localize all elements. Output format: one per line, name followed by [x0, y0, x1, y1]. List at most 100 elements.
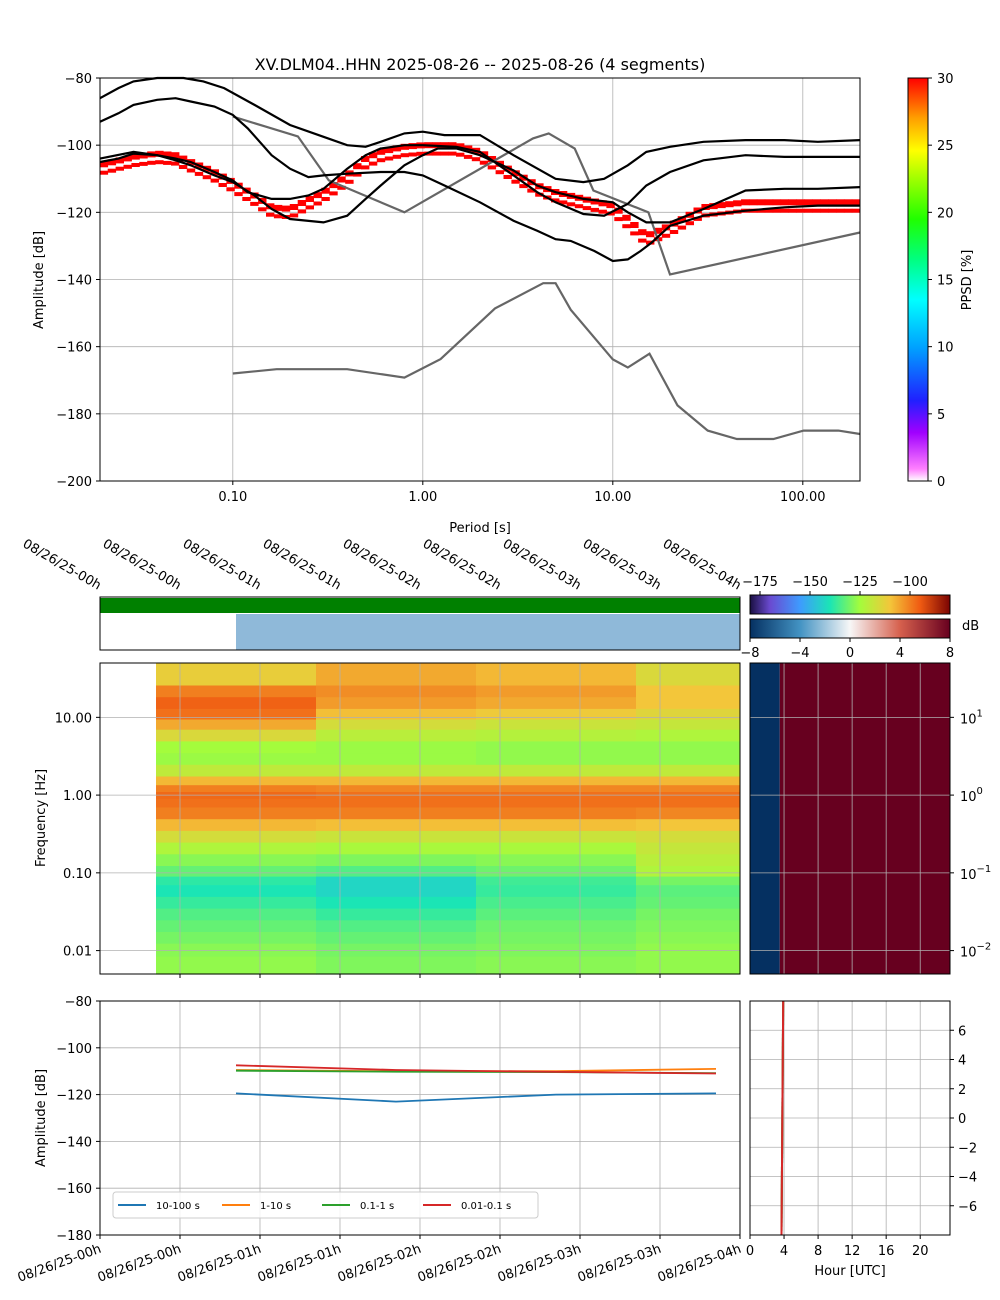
ppsd-density-cell [281, 205, 291, 212]
ppsd-density-cell [368, 152, 378, 159]
ppsd-density-cell [448, 142, 457, 149]
top-time-label: 08/26/25-01h [180, 537, 264, 594]
ppsd-density-cell [535, 192, 544, 197]
difference-colorbar-tick-label: 0 [846, 646, 854, 661]
spectrogram-cell [476, 854, 637, 867]
spectrogram-colorbar-tick-label: −100 [892, 575, 928, 590]
ppsd-density-cell [329, 182, 338, 189]
ppsd-density-cell [448, 151, 457, 156]
spectrogram-cell [636, 842, 741, 855]
ppsd-density-cell [400, 143, 409, 150]
ppsd-density-cell [598, 209, 607, 214]
spectrogram-cell [156, 708, 317, 721]
ppsd-density-cell [155, 150, 164, 157]
spectrogram-cell [476, 764, 637, 778]
diurnal-difference-cells [750, 663, 950, 974]
spectrogram-cell [636, 764, 741, 778]
ppsd-density-cell [851, 208, 861, 213]
band-amplitude-x-tick-label: 08/26/25-00h [96, 1242, 184, 1286]
spectrogram-y-tick-label: 1.00 [63, 789, 92, 804]
ppsd-density-cell [788, 199, 797, 206]
ppsd-x-axis: 0.10 1.00 10.00 100.00 [218, 481, 826, 505]
ppsd-density-cell [646, 231, 655, 238]
diurnal-difference-y-tick-exponent: −2 [977, 942, 992, 953]
ppsd-colorbar-tick-label: 0 [937, 475, 945, 490]
ppsd-density-cell [384, 156, 394, 161]
spectrogram-cell [476, 785, 637, 793]
spectrogram-cell [156, 854, 317, 867]
spectrogram-cell [636, 885, 741, 898]
ppsd-density-cell [709, 203, 718, 210]
top-time-label: 08/26/25-03h [500, 537, 584, 594]
ppsd-density-cell [139, 152, 148, 159]
spectrogram-cell [156, 830, 317, 844]
spectrogram-cell [156, 764, 317, 778]
spectrogram-cell [316, 764, 477, 778]
spectrogram-cell [316, 819, 477, 832]
ppsd-density-cell [756, 208, 766, 213]
ppsd-density-cell [638, 238, 647, 243]
spectrogram-cell [636, 741, 741, 754]
spectrogram-cell [316, 663, 477, 687]
spectrogram-cell [476, 896, 637, 910]
ppsd-density-cell [171, 161, 180, 166]
band-difference-lines [780, 1000, 785, 1236]
band-difference-x-tick-label: 20 [912, 1244, 929, 1259]
band-legend-label: 10-100 s [156, 1201, 200, 1212]
ppsd-density-cell [820, 208, 829, 213]
ppsd-density-cell [772, 199, 782, 206]
ppsd-density-cell [289, 204, 299, 210]
ppsd-density-cell [115, 157, 124, 164]
ppsd-density-cell [353, 172, 362, 177]
spectrogram-cell [476, 776, 637, 786]
ppsd-density-cell [788, 208, 797, 213]
ppsd-density-cell [725, 201, 734, 208]
ppsd-density-cell [321, 197, 330, 201]
top-time-labels: 08/26/25-00h08/26/25-00h08/26/25-01h08/2… [20, 537, 744, 594]
ppsd-density-cell [99, 170, 109, 175]
difference-colorbar [749, 618, 951, 639]
band-line-0-01-0-1-s [235, 1064, 717, 1075]
spectrogram-cell [156, 729, 317, 742]
band-amplitude-x-tick-label: 08/26/25-01h [256, 1242, 344, 1286]
top-time-label: 08/26/25-00h [100, 537, 184, 594]
spectrogram-cell [476, 876, 637, 886]
ppsd-density-cell [163, 160, 172, 165]
ppsd-y-tick-label: −120 [56, 206, 92, 221]
segment-bar [236, 614, 740, 650]
ppsd-density-cell [764, 208, 774, 213]
ppsd-density-cell [258, 207, 267, 212]
band-legend: 10-100 s 1-10 s 0.1-1 s 0.01-0.1 s [112, 1191, 539, 1219]
ppsd-density-cell [812, 208, 821, 213]
difference-colorbar-tick-label: −8 [740, 646, 759, 661]
ppsd-density-cell [353, 163, 362, 170]
band-difference-y-axis: −6 −4 −2 0 2 4 6 [950, 1024, 977, 1215]
diurnal-difference-grid [750, 663, 950, 974]
top-time-label: 08/26/25-04h [660, 537, 744, 594]
ppsd-density-cell [479, 160, 489, 165]
spectrogram-cell [316, 876, 477, 886]
spectrogram-cell [476, 885, 637, 898]
ppsd-density-cell [297, 200, 307, 206]
ppsd-x-label: Period [s] [449, 521, 511, 536]
ppsd-density-cell [566, 202, 576, 207]
spectrogram-cell [476, 798, 637, 809]
ppsd-density-cell [748, 199, 758, 206]
ppsd-density-cell [337, 185, 346, 190]
ppsd-density-cell [843, 208, 853, 213]
ppsd-density-cell [582, 206, 592, 211]
top-time-label: 08/26/25-00h [20, 537, 104, 594]
spectrogram-cell [156, 920, 317, 933]
ppsd-density-cell [812, 199, 821, 206]
spectrogram-cell [156, 792, 317, 800]
ppsd-density-cell [99, 161, 109, 168]
band-difference-grid [749, 1001, 950, 1235]
ppsd-density-cell [661, 233, 671, 238]
ppsd-density-cell [432, 151, 441, 156]
ppsd-density-cell [511, 179, 520, 184]
ppsd-density-cell [194, 171, 204, 176]
ppsd-colorbar-tick-label: 20 [937, 206, 954, 221]
spectrogram-cell [636, 854, 741, 867]
band-amplitude-x-axis: 08/26/25-00h08/26/25-00h08/26/25-01h08/2… [16, 1235, 743, 1286]
data-availability-bars [100, 598, 740, 650]
